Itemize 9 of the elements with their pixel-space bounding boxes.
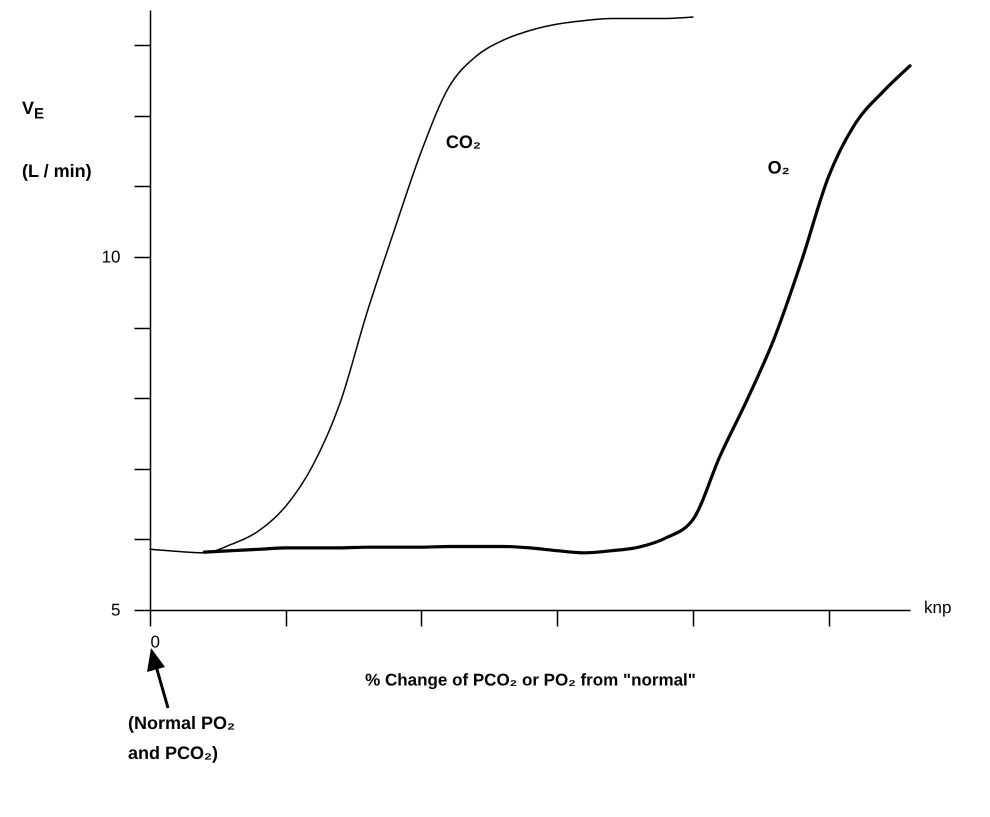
y-tick-label: 5 (111, 600, 120, 620)
text: V$_{E}$ (L / min) (22, 98, 92, 181)
x-tick-label: 0 (150, 632, 160, 652)
series-label: CO₂ (446, 132, 481, 152)
x-axis-title: % Change of PCO₂ or PO₂ from "normal" (365, 670, 696, 690)
y-tick-label: 10 (102, 248, 120, 267)
text: O₂ (768, 158, 790, 178)
text: knp (924, 598, 952, 618)
text: (Normal PO₂ and PCO₂) (128, 712, 236, 765)
